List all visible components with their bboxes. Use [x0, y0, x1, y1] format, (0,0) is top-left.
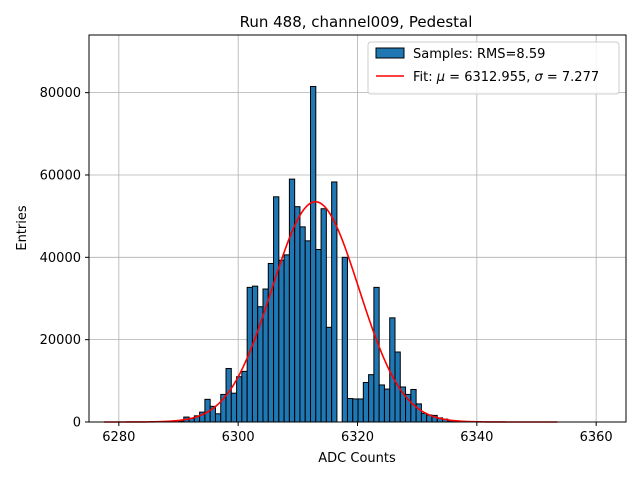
y-axis-label: Entries — [15, 205, 30, 251]
histogram-bar — [390, 318, 395, 422]
histogram-bar — [353, 399, 358, 422]
x-tick-label: 6320 — [341, 430, 374, 445]
histogram-bar — [237, 377, 242, 422]
sigma-value: = 7.277 — [543, 70, 599, 85]
y-tick-label: 60000 — [40, 168, 81, 183]
y-tick-label: 20000 — [40, 333, 81, 348]
histogram-bar — [242, 371, 247, 422]
histogram-bar — [284, 255, 289, 422]
legend-swatch-histogram — [376, 48, 404, 58]
histogram-bar — [295, 207, 300, 422]
histogram-bar — [321, 209, 326, 422]
mu-value: = 6312.955, — [445, 70, 534, 85]
histogram-bar — [305, 241, 310, 422]
y-tick-label: 80000 — [40, 86, 81, 101]
chart-title: Run 488, channel009, Pedestal — [240, 13, 473, 31]
x-tick-label: 6360 — [580, 430, 613, 445]
histogram-bar — [279, 260, 284, 422]
mu-symbol: μ — [436, 70, 445, 85]
histogram-bar — [374, 287, 379, 422]
histogram-bar — [369, 375, 374, 422]
histogram-bar — [416, 404, 421, 422]
fit-label-prefix: Fit: — [413, 70, 437, 85]
histogram-bar — [274, 197, 279, 422]
y-tick-label: 0 — [73, 416, 81, 431]
histogram-bar — [311, 86, 316, 422]
legend: Samples: RMS=8.59 Fit: μ = 6312.955, σ =… — [368, 42, 619, 94]
histogram-bar — [363, 382, 368, 422]
histogram-bar — [421, 413, 426, 422]
histogram-bar — [231, 393, 236, 422]
histogram-bar — [347, 399, 352, 422]
histogram-bar — [289, 179, 294, 422]
histogram-bar — [252, 286, 257, 422]
legend-label-histogram: Samples: RMS=8.59 — [413, 47, 545, 62]
y-tick-label: 40000 — [40, 251, 81, 266]
x-tick-label: 6280 — [102, 430, 135, 445]
x-tick-label: 6340 — [460, 430, 493, 445]
histogram-bar — [316, 249, 321, 422]
histogram-bar — [358, 399, 363, 422]
histogram-bar — [384, 389, 389, 422]
x-axis-label: ADC Counts — [318, 451, 396, 466]
histogram-bar — [379, 385, 384, 422]
legend-label-fit: Fit: μ = 6312.955, σ = 7.277 — [413, 70, 599, 85]
x-tick-label: 6300 — [222, 430, 255, 445]
histogram-bar — [215, 414, 220, 422]
histogram-bar — [300, 227, 305, 422]
histogram-bar — [326, 327, 331, 422]
histogram-bar — [342, 257, 347, 422]
